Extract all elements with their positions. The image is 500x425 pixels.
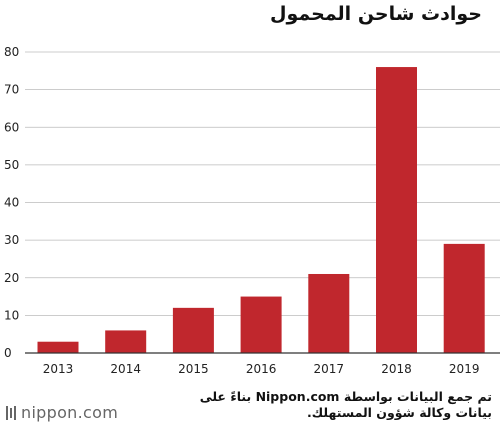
x-tick-label: 2018 [381,362,412,376]
x-axis-ticks: 2013 2014 2015 2016 2017 2018 2019 [43,362,480,376]
x-tick-label: 2017 [314,362,345,376]
chart-title: حوادث شاحن المحمول [269,3,482,25]
y-tick-label: 60 [4,120,19,134]
source-note: تم جمع البيانات بواسطة Nippon.com بناءً … [199,389,492,420]
y-tick-label: 20 [4,271,19,285]
x-tick-label: 2013 [43,362,74,376]
y-tick-label: 80 [4,45,19,59]
y-tick-label: 40 [4,196,19,210]
bar-2014 [105,330,147,353]
bar-2018 [376,67,417,354]
y-tick-label: 10 [4,308,19,322]
y-tick-label: 50 [4,158,19,172]
y-tick-label: 30 [4,233,19,247]
bar-2015 [172,307,214,353]
bar-2013 [37,341,79,353]
y-tick-label: 70 [4,83,19,97]
x-tick-label: 2016 [246,362,277,376]
y-axis-ticks: 0 10 20 30 40 50 60 70 80 [4,45,19,360]
x-tick-label: 2019 [449,362,480,376]
brand-logo: nippon.com [6,403,118,422]
y-tick-label: 0 [4,346,12,360]
bars [37,67,485,354]
grid-lines [25,51,500,316]
brand-mark-icon [6,405,16,420]
bar-2016 [240,296,282,353]
x-tick-label: 2014 [110,362,141,376]
x-tick-label: 2015 [178,362,209,376]
bar-2019 [443,243,485,353]
bar-2017 [308,273,350,353]
brand-name: nippon.com [21,403,119,422]
